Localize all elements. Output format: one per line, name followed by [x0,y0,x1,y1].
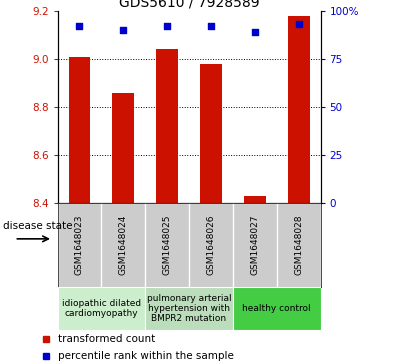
Point [296,21,302,27]
Bar [156,49,178,203]
Point [120,27,127,33]
Point [164,23,171,29]
Text: transformed count: transformed count [58,334,155,344]
Bar [58,287,145,330]
Bar [200,64,222,203]
Text: GSM1648023: GSM1648023 [75,215,84,275]
Bar [145,287,233,330]
Bar [112,93,134,203]
Text: idiopathic dilated
cardiomyopathy: idiopathic dilated cardiomyopathy [62,299,141,318]
Text: pulmonary arterial
hypertension with
BMPR2 mutation: pulmonary arterial hypertension with BMP… [147,294,231,323]
Bar [233,287,321,330]
Text: GSM1648027: GSM1648027 [250,215,259,275]
Bar [288,16,309,203]
Text: GSM1648025: GSM1648025 [163,215,172,275]
Text: GSM1648024: GSM1648024 [119,215,128,275]
Text: percentile rank within the sample: percentile rank within the sample [58,351,234,361]
Point [76,23,83,29]
Point [252,29,258,35]
Text: GSM1648028: GSM1648028 [294,215,303,275]
Title: GDS5610 / 7928589: GDS5610 / 7928589 [119,0,259,10]
Text: healthy control: healthy control [242,304,311,313]
Bar [244,196,266,203]
Bar [69,57,90,203]
Text: GSM1648026: GSM1648026 [206,215,215,275]
Text: disease state: disease state [3,221,72,231]
Point [208,23,214,29]
